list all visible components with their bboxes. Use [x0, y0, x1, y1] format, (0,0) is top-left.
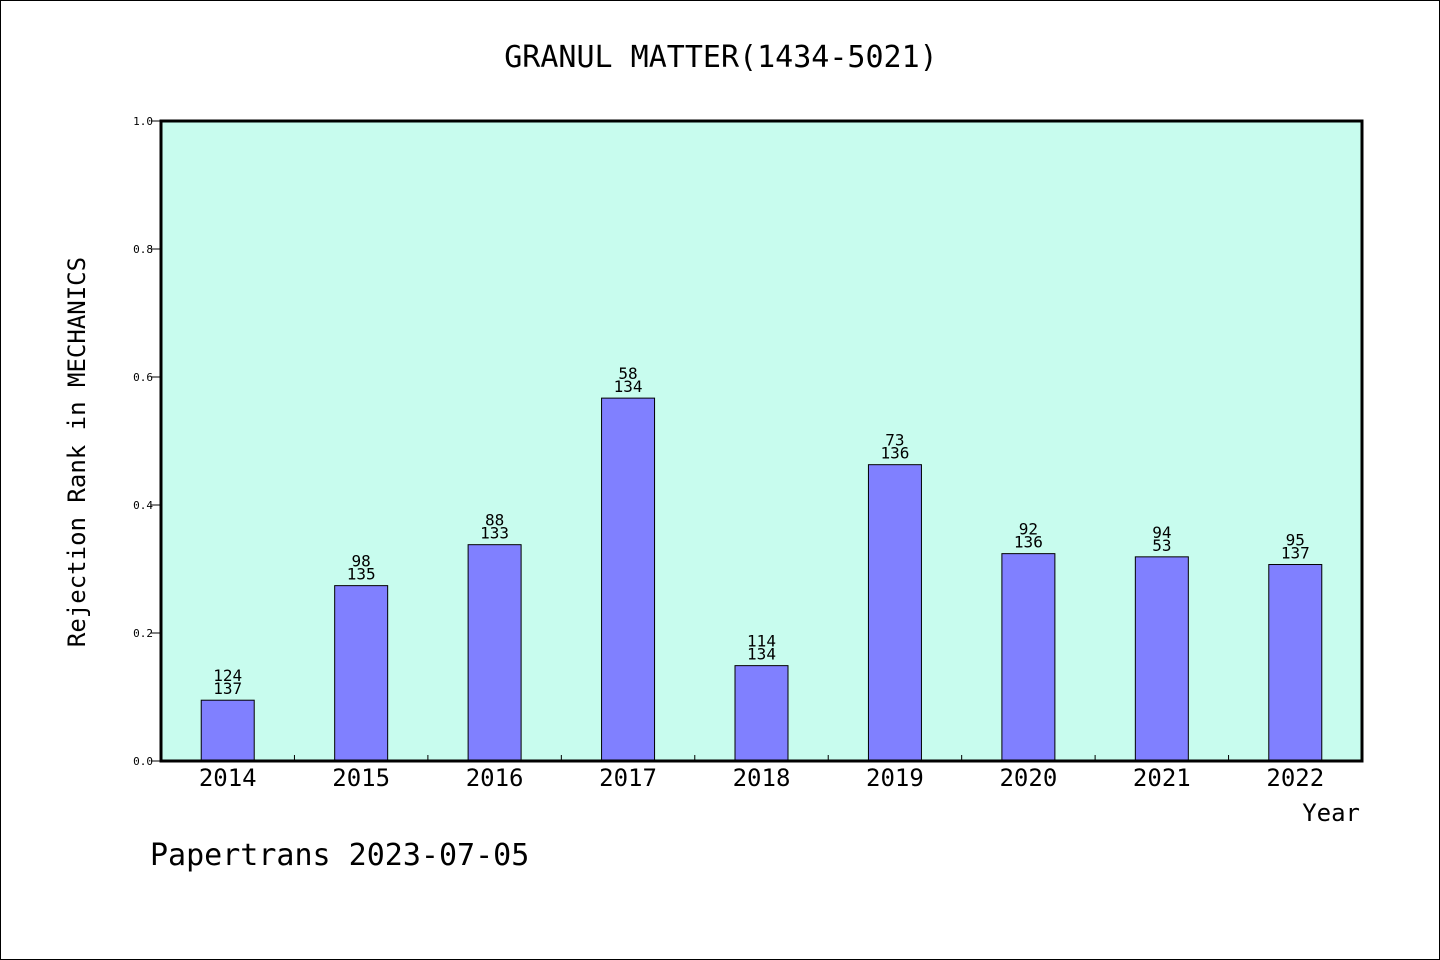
bar-label-bottom: 137 [1281, 544, 1310, 563]
x-tick-label: 2016 [466, 764, 524, 792]
y-tick-label: 1.0 [133, 115, 153, 128]
bar-2016 [467, 544, 522, 762]
bar-2019 [867, 464, 922, 762]
bar-2017 [601, 397, 656, 762]
x-tick-label: 2018 [733, 764, 791, 792]
x-tick-label: 2019 [866, 764, 924, 792]
y-tick-label: 0.2 [133, 627, 153, 640]
bar-2018 [734, 665, 789, 762]
y-tick-label: 0.8 [133, 243, 153, 256]
x-tick-label: 2017 [599, 764, 657, 792]
bar-label-bottom: 53 [1152, 536, 1171, 555]
bar-label-bottom: 137 [213, 679, 242, 698]
bar-label-top: 98 [352, 552, 371, 571]
bar-label-bottom: 136 [1014, 533, 1043, 552]
chart-title: GRANUL MATTER(1434-5021) [504, 40, 937, 75]
bar-label-top: 88 [485, 511, 504, 530]
bar-label-top: 58 [618, 364, 637, 383]
y-axis: 0.0 0.2 0.4 0.6 0.8 1.0 [133, 115, 161, 768]
y-axis-label: Rejection Rank in MECHANICS [63, 257, 91, 647]
bar-2021 [1134, 556, 1189, 762]
bar-label-top: 92 [1019, 520, 1038, 539]
x-axis: 2014 2015 2016 2017 2018 2019 2020 2021 2022 [199, 755, 1324, 792]
bar-2022 [1268, 564, 1323, 762]
x-tick-label: 2015 [332, 764, 390, 792]
bar-label-top: 94 [1152, 523, 1171, 542]
bars [200, 397, 1323, 762]
bar-label-bottom: 133 [480, 524, 509, 543]
x-tick-label: 2014 [199, 764, 257, 792]
x-axis-label: Year [1302, 799, 1360, 827]
bar-label-bottom: 134 [614, 377, 643, 396]
bar-label-bottom: 135 [347, 565, 376, 584]
bar-label-top: 73 [885, 431, 904, 450]
bar-label-top: 124 [213, 666, 242, 685]
y-tick-label: 0.4 [133, 499, 153, 512]
x-tick-label: 2020 [999, 764, 1057, 792]
y-tick-label: 0.6 [133, 371, 153, 384]
bar-label-bottom: 136 [880, 444, 909, 463]
bar-label-top: 114 [747, 632, 776, 651]
bar-label-bottom: 134 [747, 645, 776, 664]
bar-2014 [200, 699, 255, 762]
bar-2020 [1001, 553, 1056, 762]
bar-label-top: 95 [1286, 531, 1305, 550]
bar-2015 [334, 585, 389, 762]
plot-border [159, 119, 1364, 763]
footer-text: Papertrans 2023-07-05 [150, 838, 529, 873]
bar-labels: 1241379813588133581341141347313692136945… [213, 364, 1309, 698]
x-tick-label: 2022 [1266, 764, 1324, 792]
x-tick-label: 2021 [1133, 764, 1191, 792]
y-tick-label: 0.0 [133, 755, 153, 768]
